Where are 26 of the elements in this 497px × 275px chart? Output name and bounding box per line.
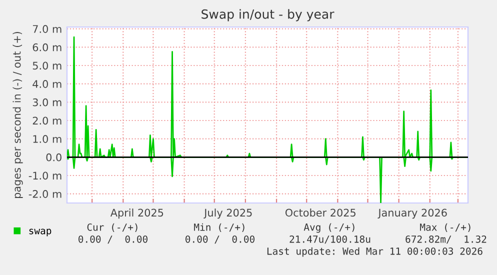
x-tick-label: April 2025 <box>110 208 164 219</box>
text: 0.00 / 0.00 <box>186 235 254 244</box>
x-tick-label: January 2026 <box>378 208 447 219</box>
x-tick-label: July 2025 <box>204 208 252 219</box>
y-tick-label: -2.0 m <box>28 190 62 198</box>
x-tick-label: October 2025 <box>285 208 356 217</box>
y-tick-label: 0.0 <box>46 153 62 162</box>
text: 0.00 / 0.00 <box>78 235 148 244</box>
y-tick-label: 1.0 m <box>33 135 62 143</box>
text: Max (-/+) <box>420 223 470 232</box>
y-tick-label: 7.0 m <box>32 25 62 33</box>
y-tick-label: -1.0 m <box>28 172 62 180</box>
y-tick-label: 2.0 m <box>32 116 62 125</box>
text: Cur (-/+) <box>87 223 138 232</box>
chart-title: Swap in/out - by year <box>202 9 334 22</box>
text: Min (-/+) <box>194 223 244 232</box>
text: 21.47u/100.18u <box>290 235 370 244</box>
text: Avg (-/+) <box>304 223 354 233</box>
text: 672.82m/ 1.32 <box>406 235 486 244</box>
legend-label: swap <box>29 228 52 236</box>
y-axis-title: pages per second in (-) / out (+) <box>12 32 23 198</box>
text: Last update: Wed Mar 11 00:00:03 2026 <box>267 247 482 257</box>
y-tick-label: 4.0 m <box>32 80 62 88</box>
y-tick-label: 3.0 m <box>32 98 62 106</box>
y-tick-label: 5.0 m <box>32 62 62 70</box>
y-tick-label: 6.0 m <box>32 43 62 52</box>
